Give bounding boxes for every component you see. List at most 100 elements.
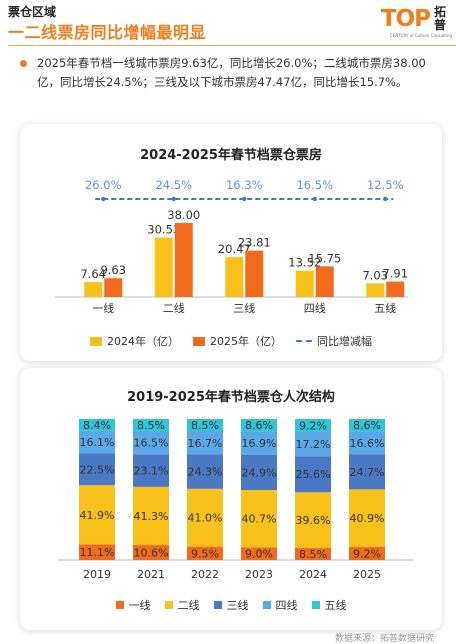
legend-label-tier4: 四线 [275, 599, 298, 612]
x-tick-label-1: 二线 [163, 301, 185, 315]
segment-label-tier2-2: 41.0% [188, 512, 223, 525]
segment-tier4-2 [187, 430, 223, 455]
segment-tier5-3 [241, 419, 277, 432]
growth-point-1 [171, 196, 176, 202]
segment-tier1-2 [187, 546, 223, 560]
bar-2024-3 [295, 270, 314, 297]
segment-label-tier1-1: 10.6% [134, 547, 169, 560]
segment-tier3-2 [187, 454, 223, 489]
logo-tagline: CENTURY of Culture Consulting [389, 33, 453, 38]
x-tick-label-4: 2024 [299, 568, 327, 581]
bar-label-2025-2: 23.81 [238, 236, 271, 250]
bar-2025-3 [315, 266, 334, 297]
chart2-legend: 一线 二线 三线 四线 五线 [20, 597, 442, 613]
legend-item-2024: 2024年（亿） [90, 333, 179, 349]
bar-2024-1 [154, 237, 173, 297]
segment-label-tier3-5: 24.7% [350, 466, 385, 479]
box-office-chart-card: 2024-2025年春节档票仓票房 7.64 9.63 一线 26.0% 30.53 38… [20, 124, 442, 361]
segment-label-tier2-4: 39.6% [296, 514, 331, 527]
bar-label-2025-0: 9.63 [100, 263, 126, 277]
legend-item-tier5: 五线 [311, 597, 347, 613]
segment-label-tier4-4: 17.2% [296, 438, 331, 451]
legend-swatch-tier5 [311, 601, 320, 609]
x-tick-label-0: 2019 [83, 568, 111, 581]
bar-2025-4 [386, 281, 405, 297]
data-source: 数据来源：拓普数据研究 [334, 634, 434, 644]
section-label: 票仓区域 [8, 5, 57, 19]
header-divider [8, 45, 456, 46]
legend-item-growth: 同比增减幅 [296, 333, 372, 349]
x-tick-label-3: 四线 [304, 301, 326, 315]
segment-label-tier3-0: 22.5% [80, 463, 115, 476]
segment-label-tier3-3: 24.9% [242, 466, 277, 479]
segment-tier3-0 [79, 453, 115, 486]
segment-tier1-3 [241, 547, 277, 560]
legend-swatch-growth [296, 340, 312, 342]
legend-label-tier1: 一线 [128, 599, 151, 612]
legend-label-2025: 2025年（亿） [210, 335, 282, 348]
segment-label-tier1-0: 11.1% [80, 546, 115, 559]
summary-bullet: 2025年春节档一线城市票房9.63亿，同比增长26.0%；二线城市票房38.0… [20, 54, 446, 92]
segment-tier3-1 [133, 454, 169, 487]
legend-swatch-2024 [90, 336, 102, 346]
segment-tier4-3 [241, 431, 277, 455]
legend-swatch-2025 [193, 336, 205, 346]
bar-label-2024-3: 13.52 [288, 256, 321, 270]
segment-tier2-4 [295, 492, 331, 549]
legend-label-tier5: 五线 [324, 599, 347, 612]
legend-item-tier1: 一线 [115, 597, 151, 613]
segment-tier3-4 [295, 456, 331, 493]
segment-label-tier5-1: 8.5% [137, 419, 165, 432]
segment-tier1-0 [79, 544, 115, 560]
logo-text: TOP [380, 5, 431, 32]
segment-label-tier3-1: 23.1% [134, 465, 169, 478]
growth-label-0: 26.0% [85, 178, 122, 192]
bar-2025-2 [245, 250, 264, 297]
segment-label-tier4-1: 16.5% [134, 437, 169, 450]
bar-label-2025-4: 7.91 [382, 267, 408, 281]
segment-tier2-3 [241, 489, 277, 548]
audience-structure-chart: 11.1% 41.9% 22.5% 16.1% 8.4% 2019 10.6% 41.3% 23… [58, 419, 413, 581]
growth-point-2 [242, 196, 247, 202]
segment-label-tier1-5: 9.2% [353, 548, 381, 561]
growth-label-3: 16.5% [296, 178, 333, 192]
segment-tier5-1 [133, 419, 169, 431]
segment-label-tier3-4: 25.6% [296, 468, 331, 481]
legend-swatch-tier3 [213, 601, 222, 609]
segment-tier4-1 [133, 430, 169, 455]
segment-label-tier1-2: 9.5% [191, 547, 219, 560]
bar-2024-4 [366, 283, 385, 297]
segment-tier4-5 [349, 431, 385, 455]
page-title: 一二线票房同比增幅最明显 [8, 23, 207, 42]
legend-label-tier3: 三线 [226, 599, 249, 612]
x-tick-label-4: 五线 [374, 301, 396, 315]
summary-text: 2025年春节档一线城市票房9.63亿，同比增长26.0%；二线城市票房38.0… [37, 56, 426, 89]
growth-label-2: 16.3% [226, 178, 263, 192]
x-tick-label-0: 一线 [92, 301, 114, 315]
bar-label-2024-4: 7.03 [362, 268, 388, 282]
brand-logo: TOP 拓普 CENTURY of Culture Consulting [380, 5, 452, 38]
segment-label-tier4-5: 16.6% [350, 437, 385, 450]
segment-tier4-4 [295, 431, 331, 457]
segment-label-tier4-0: 16.1% [80, 436, 115, 449]
segment-tier2-2 [187, 488, 223, 547]
growth-point-4 [383, 196, 388, 202]
segment-label-tier2-3: 40.7% [242, 513, 277, 526]
legend-label-2024: 2024年（亿） [107, 335, 179, 348]
growth-label-4: 12.5% [367, 178, 404, 192]
chart1-legend: 2024年（亿） 2025年（亿） 同比增减幅 [20, 333, 442, 349]
legend-item-tier3: 三线 [213, 597, 249, 613]
bar-2024-0 [84, 282, 103, 297]
x-tick-label-2: 2022 [191, 568, 219, 581]
x-tick-label-1: 2021 [137, 568, 165, 581]
segment-tier1-4 [295, 548, 331, 560]
segment-label-tier4-3: 16.9% [242, 437, 277, 450]
segment-tier2-1 [133, 486, 169, 546]
x-tick-label-5: 2025 [353, 568, 381, 581]
segment-label-tier2-5: 40.9% [350, 512, 385, 525]
segment-label-tier5-5: 8.6% [353, 419, 381, 432]
bar-2025-0 [104, 278, 123, 297]
segment-tier2-5 [349, 489, 385, 548]
segment-label-tier3-2: 24.3% [188, 466, 223, 479]
bar-label-2024-1: 30.53 [147, 223, 180, 237]
